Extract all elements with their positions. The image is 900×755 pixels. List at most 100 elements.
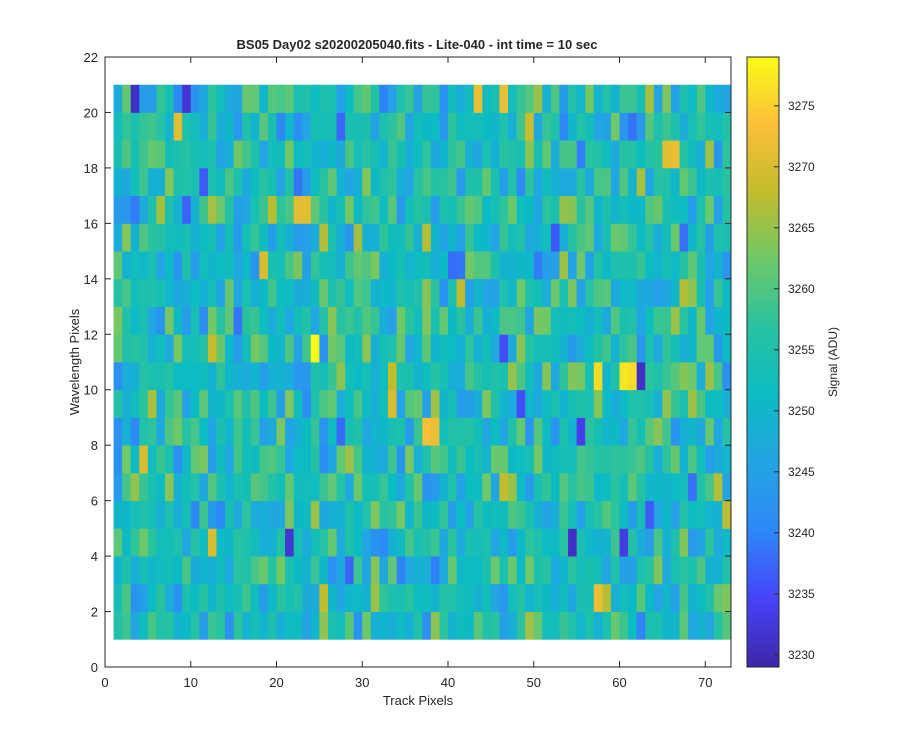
- heatmap-cell: [430, 362, 440, 391]
- heatmap-cell: [259, 500, 269, 529]
- heatmap-cell: [207, 528, 217, 557]
- heatmap-cell: [439, 500, 449, 529]
- heatmap-cell: [113, 251, 123, 280]
- heatmap-cell: [122, 306, 132, 335]
- heatmap-cell: [713, 528, 723, 557]
- heatmap-cell: [713, 472, 723, 502]
- heatmap-cell: [645, 195, 655, 224]
- heatmap-cell: [147, 389, 157, 418]
- heatmap-cell: [173, 611, 183, 640]
- heatmap-cell: [285, 528, 295, 557]
- heatmap-cell: [122, 278, 132, 307]
- heatmap-cell: [593, 417, 603, 446]
- heatmap-cell: [242, 84, 252, 113]
- heatmap-cell: [482, 334, 492, 363]
- heatmap-cell: [182, 362, 192, 391]
- colorbar-tick-label: 3250: [788, 404, 815, 418]
- heatmap-cell: [207, 112, 217, 141]
- heatmap-cell: [165, 611, 175, 640]
- heatmap-cell: [413, 223, 423, 252]
- heatmap-cell: [302, 167, 312, 197]
- heatmap-cell: [525, 223, 535, 252]
- heatmap-cell: [310, 500, 320, 529]
- heatmap-cell: [670, 528, 680, 557]
- heatmap-cell: [439, 611, 449, 640]
- heatmap-cell: [130, 611, 140, 640]
- heatmap-cell: [276, 445, 286, 474]
- heatmap-cell: [130, 583, 140, 612]
- heatmap-cell: [653, 500, 663, 529]
- heatmap-cell: [422, 556, 432, 585]
- heatmap-cell: [602, 611, 612, 640]
- heatmap-cell: [319, 445, 329, 474]
- heatmap-cell: [156, 583, 166, 612]
- heatmap-cell: [525, 472, 535, 502]
- heatmap-cell: [713, 195, 723, 224]
- heatmap-cell: [190, 251, 200, 280]
- heatmap-cell: [662, 583, 672, 612]
- heatmap-cell: [285, 611, 295, 640]
- heatmap-cell: [722, 84, 732, 113]
- heatmap-cell: [182, 389, 192, 418]
- heatmap-cell: [576, 556, 586, 585]
- heatmap-cell: [216, 334, 226, 363]
- heatmap-cell: [113, 195, 123, 224]
- heatmap-cell: [525, 306, 535, 335]
- heatmap-cell: [353, 528, 363, 557]
- heatmap-cell: [233, 112, 243, 141]
- heatmap-cell: [293, 556, 303, 585]
- heatmap-cell: [602, 278, 612, 307]
- heatmap-cell: [242, 278, 252, 307]
- heatmap-cell: [233, 583, 243, 612]
- heatmap-cell: [559, 334, 569, 363]
- heatmap-cell: [182, 306, 192, 335]
- heatmap-cell: [722, 251, 732, 280]
- heatmap-cell: [285, 140, 295, 169]
- heatmap-cell: [379, 84, 389, 113]
- heatmap-cell: [225, 140, 235, 169]
- heatmap-cell: [379, 251, 389, 280]
- heatmap-cell: [113, 306, 123, 335]
- heatmap-cell: [370, 278, 380, 307]
- heatmap-cell: [285, 251, 295, 280]
- heatmap-cell: [550, 334, 560, 363]
- heatmap-cell: [387, 389, 397, 418]
- heatmap-cell: [130, 84, 140, 113]
- heatmap-cell: [207, 195, 217, 224]
- heatmap-cell: [387, 223, 397, 252]
- heatmap-cell: [216, 500, 226, 529]
- heatmap-cell: [499, 445, 509, 474]
- heatmap-cell: [516, 528, 526, 557]
- heatmap-cell: [199, 556, 209, 585]
- heatmap-cell: [670, 334, 680, 363]
- heatmap-cell: [533, 84, 543, 113]
- heatmap-cell: [165, 84, 175, 113]
- heatmap-cell: [456, 472, 466, 502]
- heatmap-cell: [233, 611, 243, 640]
- heatmap-cell: [482, 556, 492, 585]
- heatmap-cell: [293, 223, 303, 252]
- heatmap-cell: [508, 611, 518, 640]
- heatmap-cell: [662, 556, 672, 585]
- heatmap-cell: [439, 528, 449, 557]
- heatmap-cell: [216, 112, 226, 141]
- heatmap-cell: [413, 334, 423, 363]
- heatmap-cell: [482, 223, 492, 252]
- heatmap-cell: [542, 195, 552, 224]
- heatmap-cell: [302, 556, 312, 585]
- heatmap-cell: [147, 362, 157, 391]
- heatmap-cell: [559, 140, 569, 169]
- heatmap-cell: [508, 195, 518, 224]
- heatmap-cell: [593, 140, 603, 169]
- heatmap-cell: [182, 334, 192, 363]
- heatmap-cell: [619, 112, 629, 141]
- heatmap-cell: [593, 306, 603, 335]
- heatmap-cell: [516, 140, 526, 169]
- heatmap-cell: [285, 306, 295, 335]
- heatmap-cell: [422, 389, 432, 418]
- heatmap-cell: [327, 195, 337, 224]
- heatmap-cell: [310, 528, 320, 557]
- heatmap-cell: [113, 583, 123, 612]
- heatmap-cell: [362, 445, 372, 474]
- heatmap-cell: [499, 334, 509, 363]
